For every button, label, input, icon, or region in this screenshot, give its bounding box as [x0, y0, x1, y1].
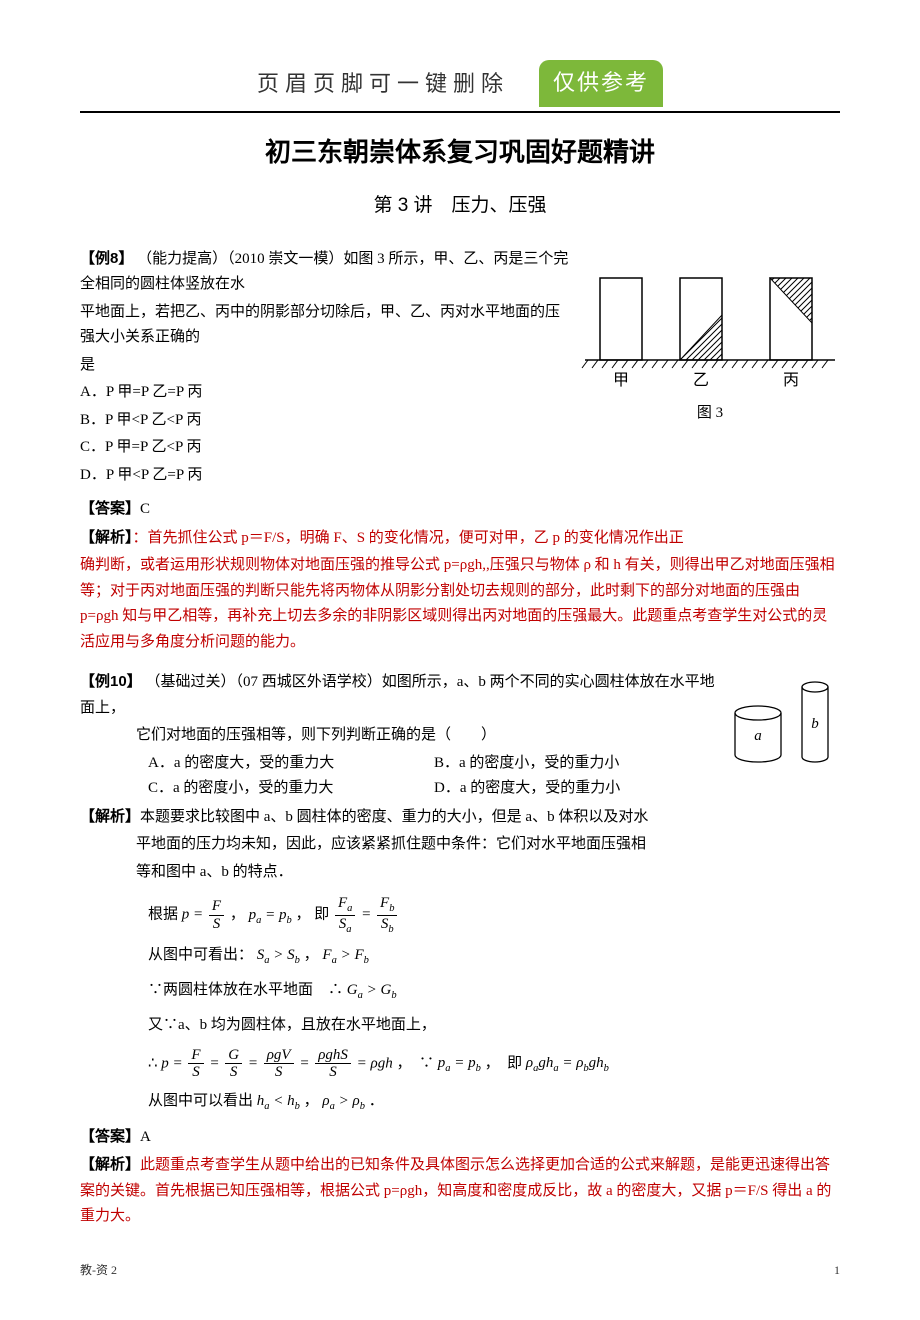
- page-subtitle: 第 3 讲 压力、压强: [80, 190, 840, 222]
- ex10-eq4b: ∴ p = FS = GS = ρgVS = ρghSS = ρgh ， ∵ p…: [148, 1047, 840, 1081]
- ex10-eq4-prefix: 又∵a、b 均为圆柱体，且放在水平地面上，: [148, 1017, 436, 1033]
- ex10-analysis-b-label: 【解析】: [80, 1156, 140, 1173]
- ex10-analysis-2: 平地面的压力均未知，因此，应该紧紧抓住题中条件：它们对水平地面压强相: [136, 832, 840, 858]
- ex10-options-row1: A．a 的密度大，受的重力大 B．a 的密度小，受的重力小: [148, 751, 720, 777]
- ex10-eq4b-mid2: ， 即: [485, 1055, 523, 1071]
- ex10-eq3-prefix: ∵两圆柱体放在水平地面 ∴: [148, 982, 343, 998]
- ex10-answer-label: 【答案】: [80, 1128, 140, 1145]
- ex10-opt-a: A．a 的密度大，受的重力大: [148, 751, 434, 777]
- ex8-analysis-2: 确判断，或者运用形状规则物体对地面压强的推导公式 p=ρgh,,压强只与物体 ρ…: [80, 553, 840, 655]
- ex8-analysis-label: 【解析】: [80, 529, 133, 546]
- ex8-analysis-text1: ：首先抓住公式 p＝F/S，明确 F、S 的变化情况，便可对甲，乙 p 的变化情…: [133, 530, 684, 546]
- ex8-tag: （能力提高）（2010 崇文一模）: [137, 251, 343, 267]
- ex8-opt-d: D．P 甲<P 乙=P 丙: [80, 463, 840, 489]
- ex10-options-row2: C．a 的密度小，受的重力大 D．a 的密度大，受的重力小: [148, 776, 720, 802]
- figure-3-caption: 图 3: [580, 401, 840, 427]
- ex10-eq4a: 又∵a、b 均为圆柱体，且放在水平地面上，: [148, 1013, 840, 1039]
- header-left-text: 页眉页脚可一键删除: [257, 65, 509, 102]
- footer-right: 1: [834, 1260, 840, 1280]
- ex10-eq5: 从图中可以看出 ha < hb ， ρa > ρb ．: [148, 1089, 840, 1116]
- svg-text:a: a: [754, 728, 762, 744]
- ex10-opt-b: B．a 的密度小，受的重力小: [434, 751, 720, 777]
- example-8: 甲 乙 丙 图 3 【例8】 （能力提高）（2010 崇文一模）如图 3 所示，…: [80, 246, 840, 656]
- figure-3: 甲 乙 丙 图 3: [580, 250, 840, 427]
- fig3-label-b: 乙: [693, 372, 709, 389]
- ex10-analysis-3: 等和图中 a、b 的特点．: [136, 860, 840, 886]
- ex10-analysis-text1: 本题要求比较图中 a、b 圆柱体的密度、重力的大小，但是 a、b 体积以及对水: [140, 809, 648, 825]
- ex10-analysis-b: 【解析】此题重点考查学生从题中给出的已知条件及具体图示怎么选择更加合适的公式来解…: [80, 1152, 840, 1230]
- page-header: 页眉页脚可一键删除 仅供参考: [80, 60, 840, 107]
- ex10-tag: （基础过关）（07 西城区外语学校）: [145, 674, 381, 690]
- ex10-stem: 【例10】 （基础过关）（07 西城区外语学校）如图所示，a、b 两个不同的实心…: [80, 669, 840, 721]
- ex10-opt-d: D．a 的密度大，受的重力小: [434, 776, 720, 802]
- ex10-analysis-label: 【解析】: [80, 808, 140, 825]
- ex8-label: 【例8】: [80, 250, 133, 267]
- ex10-eq1-prefix: 根据: [148, 907, 178, 923]
- header-badge: 仅供参考: [539, 60, 663, 107]
- ex10-analysis-b-text: 此题重点考查学生从题中给出的已知条件及具体图示怎么选择更加合适的公式来解题，是能…: [80, 1157, 831, 1224]
- ex8-answer-row: 【答案】C: [80, 496, 840, 523]
- ex8-opt-c: C．P 甲=P 乙<P 丙: [80, 435, 840, 461]
- ex10-eq4b-prefix: ∴: [148, 1055, 158, 1071]
- ex10-eq4b-mid: ， ∵: [396, 1055, 434, 1071]
- fig3-label-a: 甲: [613, 372, 629, 389]
- ex10-label: 【例10】: [80, 673, 142, 690]
- example-10: a b 【例10】 （基础过关）（07 西城区外语学校）如图所示，a、b 两个不…: [80, 669, 840, 1229]
- ex10-eq2-prefix: 从图中可看出：: [148, 947, 253, 963]
- figure-ab: a b: [730, 673, 840, 783]
- header-rule: [80, 111, 840, 113]
- ex8-analysis-1: 【解析】：首先抓住公式 p＝F/S，明确 F、S 的变化情况，便可对甲，乙 p …: [80, 525, 840, 552]
- ex8-answer-label: 【答案】: [80, 500, 140, 517]
- ex10-analysis-1: 【解析】本题要求比较图中 a、b 圆柱体的密度、重力的大小，但是 a、b 体积以…: [80, 804, 840, 831]
- ex10-eq5-prefix: 从图中可以看出: [148, 1093, 253, 1109]
- ex8-answer: C: [140, 501, 150, 517]
- footer-left: 教-资 2: [80, 1260, 117, 1280]
- ex10-eq1: 根据 p = FS ， pa = pb ， 即 FaSa = FbSb: [148, 895, 840, 935]
- page-footer: 教-资 2 1: [80, 1260, 840, 1280]
- page-title: 初三东朝崇体系复习巩固好题精讲: [80, 131, 840, 175]
- svg-text:b: b: [811, 716, 819, 732]
- ex10-answer: A: [140, 1129, 151, 1145]
- fig3-label-c: 丙: [783, 372, 799, 389]
- ex10-eq3: ∵两圆柱体放在水平地面 ∴ Ga > Gb: [148, 978, 840, 1005]
- ex10-opt-c: C．a 的密度小，受的重力大: [148, 776, 434, 802]
- ex10-answer-row: 【答案】A: [80, 1124, 840, 1151]
- ex10-eq2: 从图中可看出： Sa > Sb ， Fa > Fb: [148, 943, 840, 970]
